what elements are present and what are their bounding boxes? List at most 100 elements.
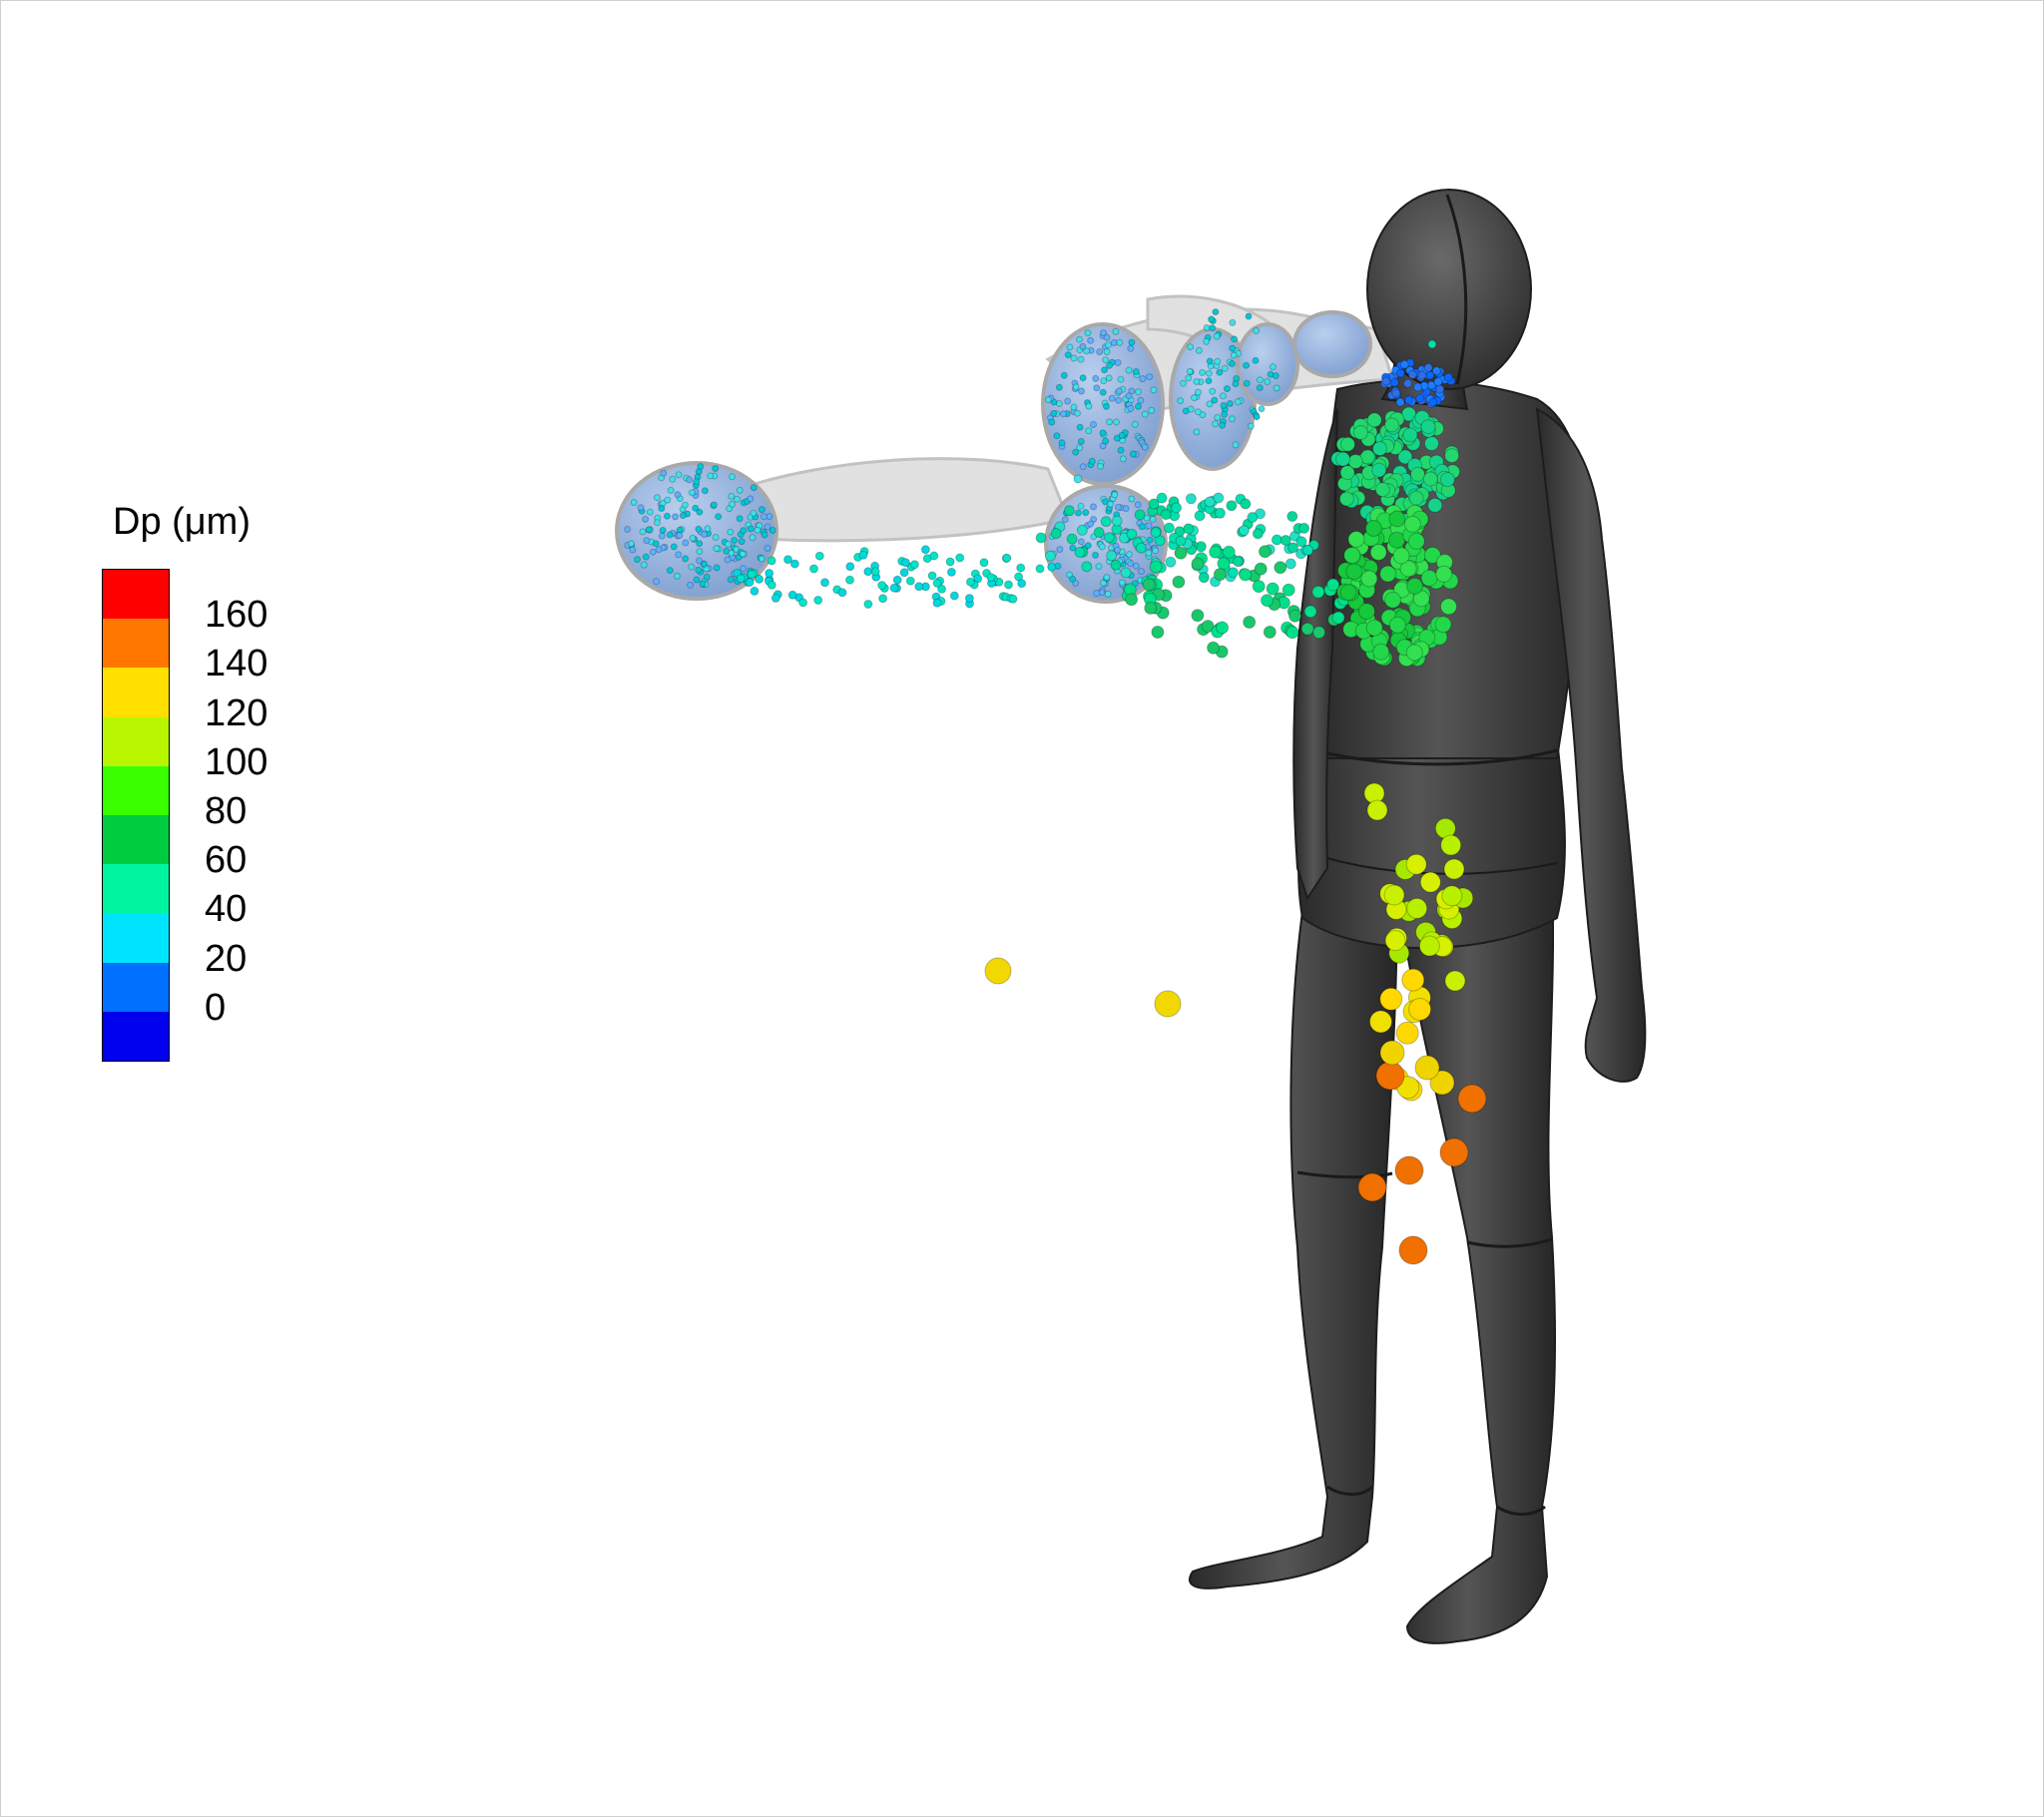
droplet <box>761 531 768 539</box>
droplet <box>1418 935 1440 957</box>
droplet <box>1174 546 1188 560</box>
droplet <box>1252 580 1266 594</box>
droplet <box>1205 369 1213 377</box>
droplet <box>670 543 678 551</box>
droplet <box>1209 387 1217 395</box>
droplet <box>1397 449 1413 465</box>
droplet <box>1090 516 1098 523</box>
droplet <box>642 553 650 561</box>
droplet <box>1058 439 1066 447</box>
droplet <box>1085 402 1093 410</box>
droplet <box>1366 799 1388 821</box>
droplet <box>1221 364 1229 372</box>
droplet <box>1214 357 1222 365</box>
droplet <box>1402 427 1418 443</box>
droplet <box>949 591 959 601</box>
droplet <box>914 582 924 592</box>
droplet <box>1219 392 1227 400</box>
droplet <box>699 580 707 588</box>
droplet <box>1125 392 1133 400</box>
droplet <box>1106 361 1113 369</box>
droplet <box>1079 374 1087 382</box>
droplet <box>1125 593 1139 607</box>
droplet <box>945 557 955 567</box>
droplet <box>1097 462 1105 470</box>
droplet <box>1243 616 1257 629</box>
droplet <box>1207 641 1221 655</box>
droplet <box>1395 1021 1419 1045</box>
droplet <box>932 578 942 588</box>
droplet <box>1119 455 1127 463</box>
droplet <box>1160 509 1172 521</box>
droplet <box>634 556 641 564</box>
droplet <box>663 512 671 520</box>
droplet <box>878 594 888 604</box>
droplet <box>1253 413 1261 421</box>
droplet <box>1220 401 1228 409</box>
droplet <box>1232 380 1240 388</box>
droplet <box>1425 370 1435 380</box>
legend-swatch <box>103 668 169 718</box>
droplet <box>1420 569 1438 587</box>
droplet <box>723 547 731 555</box>
droplet <box>1115 396 1123 404</box>
droplet <box>1414 1055 1440 1081</box>
droplet <box>1114 359 1122 366</box>
droplet <box>927 571 937 581</box>
droplet <box>1253 327 1261 334</box>
droplet <box>726 505 734 513</box>
droplet <box>984 957 1012 985</box>
droplet <box>688 563 696 571</box>
droplet <box>666 531 674 539</box>
droplet <box>1208 315 1216 323</box>
droplet <box>629 546 637 554</box>
droplet <box>1410 466 1425 482</box>
droplet <box>1209 545 1223 559</box>
droplet <box>1213 332 1221 340</box>
droplet <box>1443 372 1453 382</box>
droplet <box>1339 465 1355 481</box>
droplet <box>1087 336 1095 344</box>
droplet <box>1108 394 1116 402</box>
droplet <box>1148 498 1160 510</box>
droplet <box>1186 367 1194 375</box>
droplet <box>1069 544 1077 552</box>
droplet <box>1072 448 1080 456</box>
droplet <box>1199 368 1207 376</box>
droplet <box>1227 567 1239 579</box>
droplet <box>646 508 654 516</box>
droplet <box>1103 574 1111 582</box>
droplet <box>1125 551 1133 559</box>
droplet <box>736 574 746 584</box>
droplet <box>1191 394 1198 402</box>
droplet <box>1044 550 1056 562</box>
droplet <box>1372 643 1390 661</box>
droplet <box>1050 409 1058 417</box>
droplet <box>766 556 776 566</box>
droplet <box>1137 396 1145 404</box>
droplet <box>1243 379 1251 387</box>
droplet <box>1104 590 1112 598</box>
droplet <box>1134 509 1146 521</box>
droplet <box>1077 437 1085 445</box>
droplet <box>1096 348 1104 356</box>
droplet <box>1073 474 1083 484</box>
droplet <box>695 566 703 574</box>
droplet <box>1064 351 1072 359</box>
droplet <box>1392 547 1410 565</box>
droplet <box>1408 998 1432 1021</box>
droplet <box>798 598 808 608</box>
droplet <box>1069 575 1077 583</box>
droplet <box>1295 536 1307 548</box>
droplet <box>1088 457 1096 465</box>
droplet <box>1372 441 1388 457</box>
droplet <box>1066 533 1078 545</box>
droplet <box>1116 338 1124 346</box>
droplet <box>787 590 797 600</box>
droplet <box>1035 564 1045 574</box>
droplet <box>1254 562 1268 576</box>
droplet <box>1381 376 1391 386</box>
droplet <box>660 469 668 477</box>
droplet <box>1175 535 1187 547</box>
droplet <box>820 578 829 588</box>
